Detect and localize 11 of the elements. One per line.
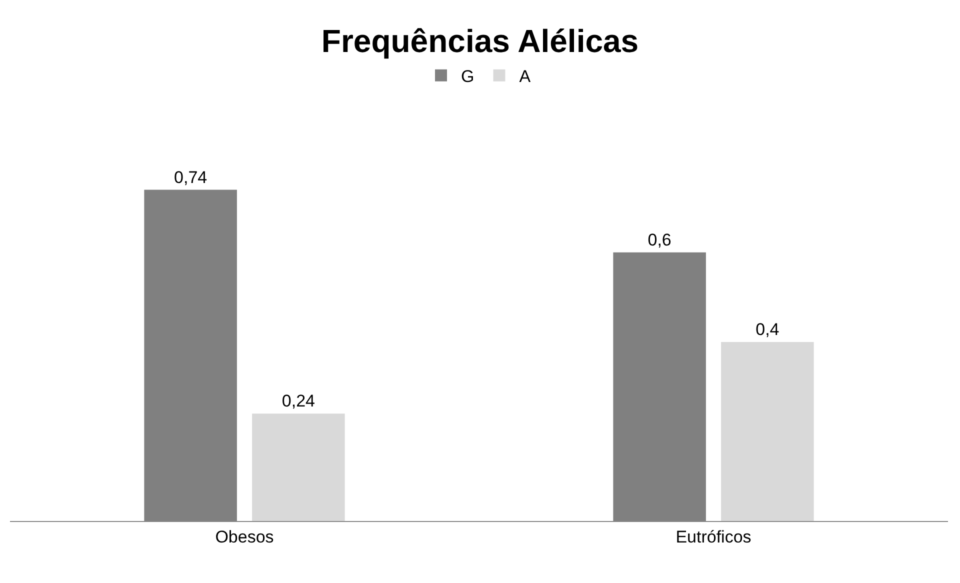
x-tick-label: Obesos (215, 527, 274, 546)
bar (252, 414, 345, 521)
chart-title: Frequências Alélicas (321, 23, 639, 60)
x-tick-label: Eutróficos (676, 527, 752, 546)
legend-label: G (461, 66, 474, 86)
legend-label: A (519, 66, 532, 86)
data-label: 0,6 (648, 230, 672, 250)
data-label: 0,24 (282, 392, 315, 411)
bar (721, 342, 814, 521)
data-label: 0,4 (756, 320, 780, 339)
data-label: 0,74 (174, 168, 208, 187)
